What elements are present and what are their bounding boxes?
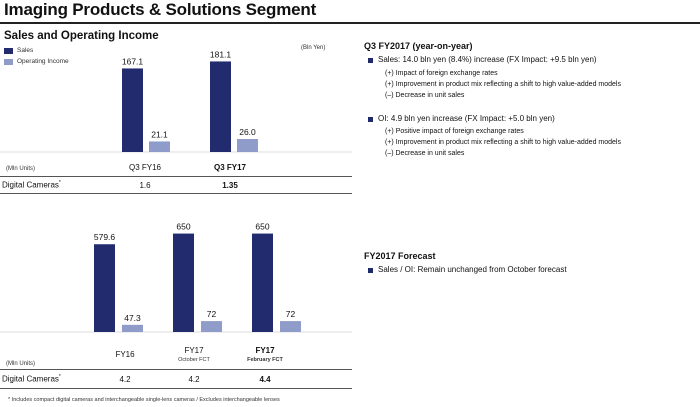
forecast-bullet-text: Sales / OI: Remain unchanged from Octobe… [378,265,567,274]
legend-label-sales: Sales [17,47,34,54]
chart-bottom-label-oi-2: 72 [286,309,296,319]
legend-item-operating-income: Operating Income [4,56,69,67]
table-bottom-rule [0,369,352,370]
chart-bottom-bar-sales-0 [94,244,115,332]
oi-sub-2: (+) Improvement in product mix reflectin… [385,139,621,146]
table-top-rule [0,176,352,177]
bullet-square-icon [368,117,373,122]
table-bottom-col-fy17-oct: FY17 [184,346,204,355]
table-bottom-col-fy17-feb: FY17 [255,346,275,355]
chart-bottom-bar-sales-2 [252,233,273,332]
chart-bottom-label-oi-0: 47.3 [124,313,141,323]
chart-bottom-label-sales-0: 579.6 [94,232,116,242]
table-bottom-row-label: Digital Cameras* [2,374,61,384]
chart-bottom-label-sales-2: 650 [255,222,269,232]
legend-swatch-sales [4,47,13,54]
forecast-heading: FY2017 Forecast [364,251,436,261]
table-top-val-q3-fy16: 1.6 [139,181,151,190]
table-top-units-label: (Mln Units) [6,166,36,172]
forecast-bullet: Sales / OI: Remain unchanged from Octobe… [368,265,567,274]
title-underline [0,22,700,24]
page-title: Imaging Products & Solutions Segment [4,0,317,19]
table-bottom-row-mark: * [58,374,61,380]
chart-top-bar-oi-1 [237,139,258,152]
table-bottom-col-fy17-oct-sub: October FCT [178,357,210,363]
oi-sub-1: (+) Positive impact of foreign exchange … [385,128,524,135]
table-bottom-col-fy16: FY16 [115,350,135,359]
chart-top-label-sales-1: 181.1 [210,49,232,59]
chart-bottom-bar-oi-2 [280,321,301,332]
chart-bottom-bar-oi-0 [122,324,143,332]
q3-heading: Q3 FY2017 (year-on-year) [364,41,473,51]
chart-top-label-oi-1: 26.0 [239,127,256,137]
sales-oi-bar-charts: 167.1 181.1 21.1 26.0 579.6 650 650 47.3 72 72 [0,49,352,333]
footnote: * Includes compact digital cameras and i… [8,397,280,403]
table-bottom-row-label-text: Digital Cameras [2,374,59,384]
oi-sub-3: (–) Decrease in unit sales [385,150,465,157]
table-bottom-units-label: (Mln Units) [6,361,36,367]
table-top-row-label-text: Digital Cameras [2,180,59,190]
chart-top-bar-sales-1 [210,61,231,153]
table-bottom-val-fy17-feb: 4.4 [259,375,271,384]
section-title: Sales and Operating Income [4,30,159,42]
sales-bullet: Sales: 14.0 bln yen (8.4%) increase (FX … [368,55,597,64]
bullet-square-icon [368,58,373,63]
legend: Sales Operating Income [4,45,69,67]
table-top-col-q3-fy17: Q3 FY17 [213,163,246,172]
table-bottom-rule-bottom [0,388,352,389]
chart-bottom-bar-oi-1 [201,321,222,332]
table-top-rule-bottom [0,193,352,194]
table-bottom-val-fy16: 4.2 [119,375,131,384]
chart-top-bar-oi-0 [149,141,170,152]
sales-sub-2: (+) Improvement in product mix reflectin… [385,81,621,88]
chart-bottom-bar-sales-1 [173,233,194,332]
legend-label-operating-income: Operating Income [17,58,69,65]
unit-label-bln-yen: (Bln Yen) [301,45,326,51]
table-top-val-q3-fy17: 1.35 [222,181,238,190]
table-top-row-label: Digital Cameras* [2,180,61,190]
chart-top-bar-sales-0 [122,68,143,152]
legend-swatch-operating-income [4,58,13,65]
oi-bullet: OI: 4.9 bln yen increase (FX Impact: +5.… [368,114,555,123]
bullet-square-icon [368,268,373,273]
table-bottom-val-fy17-oct: 4.2 [188,375,200,384]
table-bottom-col-fy17-feb-sub: February FCT [247,357,283,363]
table-top-col-q3-fy16: Q3 FY16 [128,163,161,172]
chart-bottom-label-sales-1: 650 [176,222,190,232]
chart-top-label-oi-0: 21.1 [151,129,168,139]
chart-top-label-sales-0: 167.1 [122,56,144,66]
sales-bullet-text: Sales: 14.0 bln yen (8.4%) increase (FX … [378,55,597,64]
sales-sub-3: (–) Decrease in unit sales [385,92,465,99]
table-top-row-mark: * [58,180,61,186]
oi-bullet-text: OI: 4.9 bln yen increase (FX Impact: +5.… [378,114,555,123]
chart-bottom-label-oi-1: 72 [207,309,217,319]
sales-sub-1: (+) Impact of foreign exchange rates [385,70,498,77]
legend-item-sales: Sales [4,45,69,56]
